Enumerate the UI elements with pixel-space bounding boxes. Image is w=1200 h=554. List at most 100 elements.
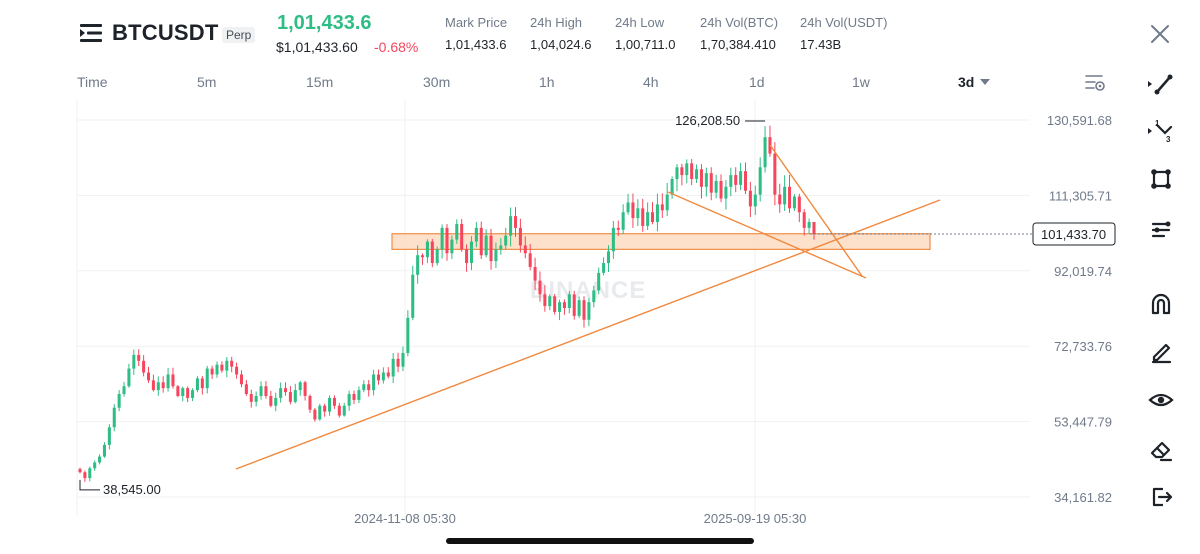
candle-body [107, 427, 111, 445]
candle-body [181, 388, 185, 396]
candle-body [93, 462, 97, 469]
price-axis: 130,591.68 111,305.71 92,019.74 72,733.76 53… [1047, 113, 1112, 505]
candle-body [553, 296, 557, 312]
tab-15m[interactable]: 15m [306, 74, 334, 90]
candle-body [445, 227, 449, 254]
chart-settings-icon[interactable] [1084, 72, 1106, 94]
low-leader-line [79, 479, 100, 491]
candle-body [269, 395, 273, 406]
candle-body [665, 194, 669, 211]
high-annotation: 126,208.50 [675, 113, 766, 128]
tab-time[interactable]: Time [77, 74, 108, 90]
usd-price: $1,01,433.60 [276, 39, 358, 55]
candles [78, 125, 816, 482]
candle-body [538, 280, 542, 295]
candle-body [474, 227, 478, 242]
candle-body [460, 223, 464, 250]
candle-body [313, 409, 317, 420]
candle-body [293, 390, 297, 402]
low-label: 38,545.00 [103, 482, 161, 497]
trend-line[interactable] [235, 199, 941, 470]
tab-1d[interactable]: 1d [749, 74, 765, 90]
shapes-icon[interactable] [1148, 166, 1174, 192]
price-tick-label: 53,447.79 [1054, 415, 1112, 430]
trend-line[interactable] [769, 144, 863, 277]
symbol-title[interactable]: BTCUSDT [112, 20, 219, 45]
candle-body [430, 241, 434, 264]
menu-icon[interactable] [80, 23, 102, 43]
candle-body [616, 227, 620, 230]
candle-body [587, 302, 591, 320]
tab-1h[interactable]: 1h [539, 74, 555, 90]
candle-body [513, 216, 518, 228]
close-icon[interactable] [1149, 23, 1171, 45]
candle-body [577, 300, 581, 316]
candle-body [112, 407, 116, 428]
candle-body [215, 364, 219, 375]
candle-body [425, 241, 429, 258]
candle-body [597, 272, 601, 291]
svg-text:1: 1 [1155, 119, 1160, 128]
candle-body [435, 249, 439, 264]
tab-30m[interactable]: 30m [423, 74, 451, 90]
candle-body [636, 208, 640, 219]
candle-body [235, 366, 239, 375]
candle-body [670, 179, 674, 195]
candle-body [680, 167, 684, 176]
candle-body [376, 374, 381, 381]
candle-body [704, 173, 708, 187]
candle-body [83, 472, 87, 479]
candle-body [567, 294, 571, 309]
candle-body [249, 394, 253, 402]
brush-icon[interactable] [1148, 216, 1174, 242]
eraser-icon[interactable] [1148, 436, 1174, 462]
candle-body [195, 378, 199, 391]
stat-label: 24h Vol(USDT) [800, 15, 888, 30]
price-tick-label: 34,161.82 [1054, 490, 1112, 505]
candle-body [279, 388, 283, 398]
candle-body [611, 227, 615, 252]
price-chart[interactable]: BINANCE 130,591.68 111,305.71 92,019.74 72,… [0, 100, 1130, 540]
candle-body [582, 300, 586, 320]
candle-body [381, 372, 385, 381]
trend-line-icon[interactable] [1148, 71, 1174, 97]
candle-body [743, 171, 748, 191]
tab-4h[interactable]: 4h [643, 74, 659, 90]
pencil-icon[interactable] [1148, 338, 1174, 364]
time-axis: 2024-11-08 05:30 2025-09-19 05:30 [354, 511, 806, 526]
tab-5m[interactable]: 5m [197, 74, 217, 90]
candle-body [739, 171, 743, 185]
candle-body [200, 378, 204, 389]
candle-body [391, 358, 395, 377]
candle-body [504, 235, 508, 246]
svg-text:3: 3 [1166, 135, 1171, 144]
candle-body [137, 354, 141, 361]
candle-body [396, 358, 400, 367]
tab-3d[interactable]: 3d [958, 74, 991, 90]
interval-tabs: Time 5m 15m 30m 1h 4h 1d 1w 3d [0, 68, 1110, 98]
trend-line[interactable] [667, 191, 867, 279]
candle-body [592, 290, 596, 303]
candle-body [401, 352, 405, 367]
candle-body [220, 364, 224, 371]
exit-icon[interactable] [1148, 484, 1174, 510]
candle-body [205, 368, 209, 389]
fibonacci-icon[interactable]: 1 3 [1148, 118, 1174, 144]
candle-body [342, 405, 346, 416]
candle-body [499, 245, 503, 250]
candle-body [176, 386, 180, 396]
candle-body [254, 395, 258, 402]
candle-body [695, 169, 699, 180]
candle-body [685, 163, 689, 176]
candle-body [102, 444, 106, 457]
eye-icon[interactable] [1148, 387, 1174, 413]
magnet-icon[interactable] [1148, 291, 1174, 317]
candle-body [729, 175, 733, 187]
current-price-tag-box [1032, 222, 1116, 246]
tab-1w[interactable]: 1w [852, 74, 870, 90]
stat-label: Mark Price [445, 15, 508, 30]
candle-body [626, 202, 630, 213]
trend-lines[interactable] [235, 144, 941, 470]
candle-body [714, 180, 718, 193]
candle-body [719, 180, 723, 199]
